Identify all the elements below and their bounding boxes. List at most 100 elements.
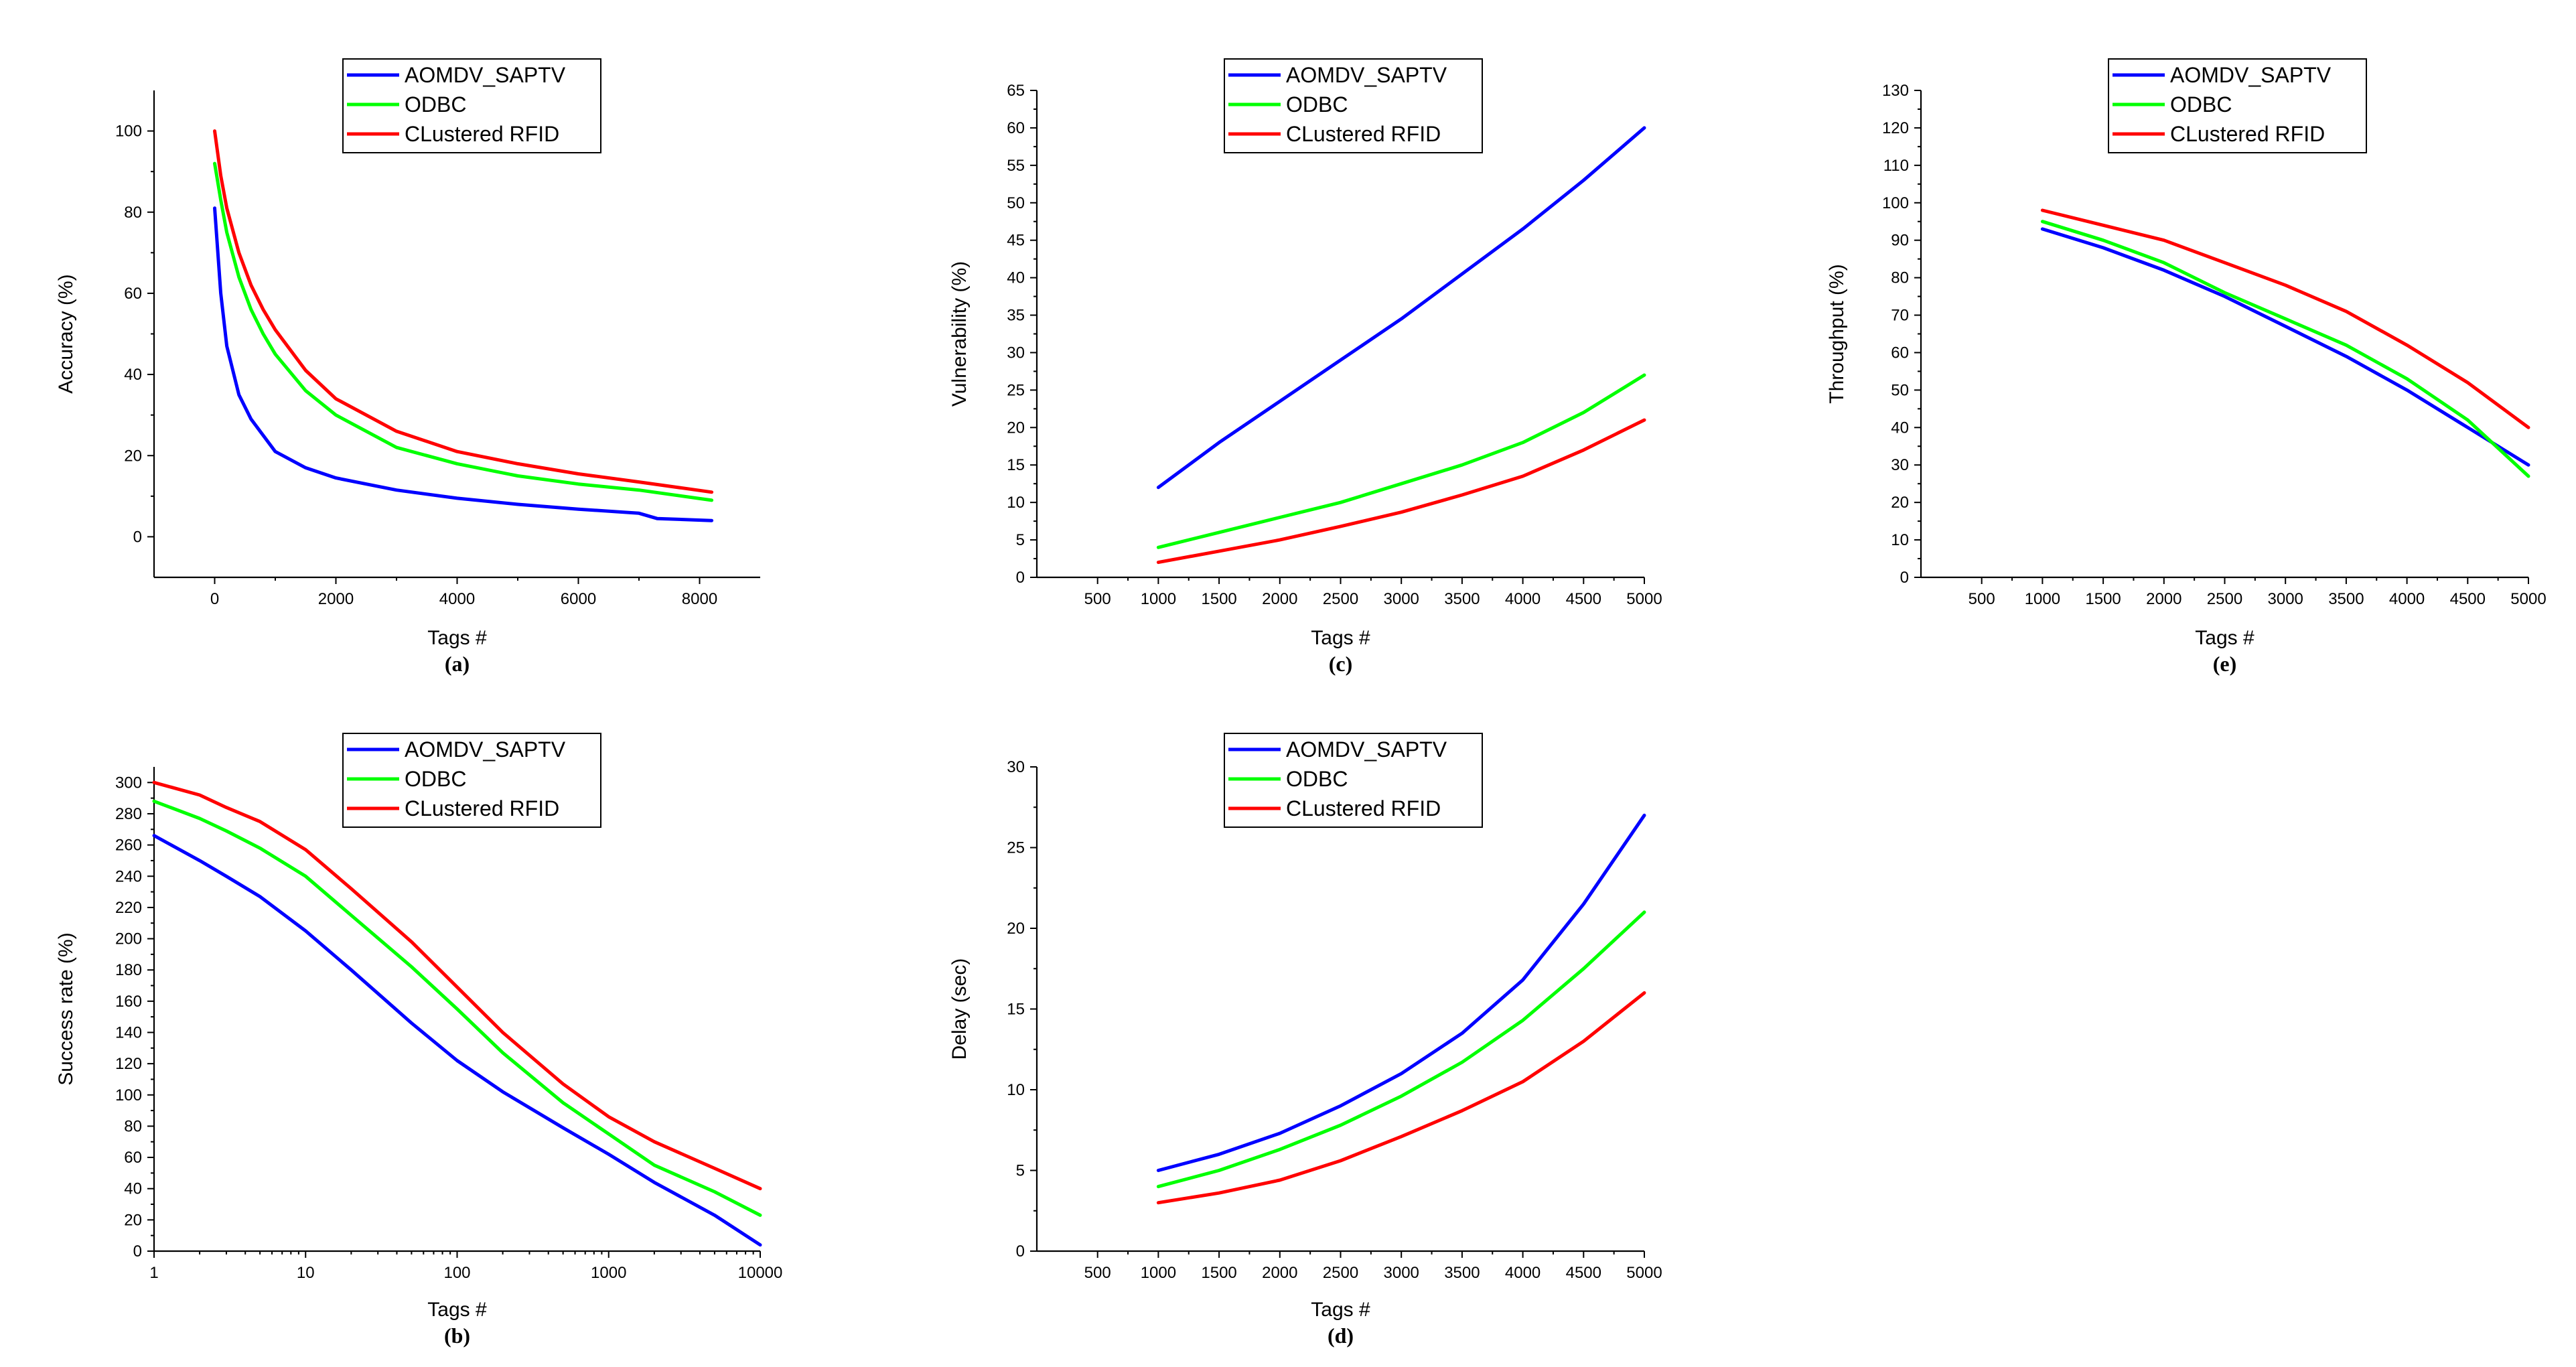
y-tick-label: 35 — [1007, 307, 1025, 325]
legend-label: ODBC — [405, 767, 466, 791]
y-tick-label: 10 — [1007, 494, 1025, 512]
legend-label: CLustered RFID — [405, 796, 559, 820]
panel-caption: (c) — [1329, 652, 1353, 676]
y-tick-label: 110 — [1883, 157, 1909, 175]
series-line-odbc — [1156, 373, 1646, 549]
series-line-clustered-rfid — [1156, 418, 1646, 565]
x-tick-label: 2500 — [2207, 590, 2242, 608]
legend: AOMDV_SAPTV ODBC CLustered RFID — [342, 58, 601, 153]
x-tick-label: 2000 — [2146, 590, 2181, 608]
legend-label: ODBC — [1286, 767, 1348, 791]
series-line-aomdv-saptv — [1156, 126, 1646, 490]
panel-caption: (b) — [444, 1323, 470, 1348]
x-tick-label: 100 — [443, 1264, 470, 1282]
legend-label: AOMDV_SAPTV — [405, 63, 566, 87]
legend: AOMDV_SAPTV ODBC CLustered RFID — [2108, 58, 2367, 153]
y-axis-title: Success rate (%) — [55, 932, 77, 1085]
y-tick-label: 60 — [1007, 119, 1025, 137]
y-tick-label: 80 — [124, 204, 142, 222]
y-tick-label: 5 — [1016, 531, 1025, 549]
chart-panel-e: 500 1000 1500 2000 2500 3000 3500 4000 4500 5000 0… — [1826, 58, 2547, 676]
y-tick-label: 30 — [1891, 456, 1909, 474]
y-tick-label: 15 — [1007, 1001, 1025, 1019]
y-tick-label: 30 — [1007, 758, 1025, 776]
y-tick-label: 40 — [124, 1180, 142, 1198]
x-tick-label: 3000 — [1384, 1264, 1419, 1282]
y-tick-label: 40 — [1007, 269, 1025, 287]
x-tick-label: 5000 — [2510, 590, 2546, 608]
x-tick-label: 5000 — [1626, 1264, 1662, 1282]
legend-label: ODBC — [2170, 92, 2232, 117]
series-line-clustered-rfid — [2040, 208, 2530, 429]
x-tick-label: 4500 — [1566, 1264, 1601, 1282]
y-tick-label: 240 — [115, 867, 142, 885]
y-tick-label: 120 — [1882, 119, 1909, 137]
y-tick-label: 0 — [1016, 569, 1025, 587]
x-tick-label: 2000 — [318, 590, 354, 608]
x-tick-label: 8000 — [682, 590, 717, 608]
y-tick-label: 180 — [115, 961, 142, 979]
x-tick-label: 4500 — [2450, 590, 2486, 608]
y-tick-label: 40 — [1891, 419, 1909, 437]
x-tick-label: 1000 — [1141, 1264, 1176, 1282]
x-tick-label: 1500 — [1201, 590, 1236, 608]
y-tick-label: 130 — [1882, 82, 1909, 100]
x-tick-label: 6000 — [561, 590, 596, 608]
series-line-clustered-rfid — [213, 129, 714, 494]
chart-panel-a: 0 2000 4000 6000 8000 0 20 40 60 80 100 Tags # Accur… — [55, 58, 760, 676]
series-line-aomdv-saptv — [152, 834, 762, 1247]
y-tick-label: 220 — [115, 899, 142, 917]
legend-label: ODBC — [405, 92, 466, 117]
y-tick-label: 300 — [115, 774, 142, 792]
x-tick-label: 3000 — [1384, 590, 1419, 608]
x-tick-label: 1500 — [2085, 590, 2121, 608]
x-tick-label: 2500 — [1323, 590, 1358, 608]
y-tick-label: 80 — [1891, 269, 1909, 287]
y-tick-label: 45 — [1007, 232, 1025, 250]
y-tick-label: 60 — [1891, 344, 1909, 362]
y-tick-label: 100 — [1882, 194, 1909, 212]
y-tick-label: 20 — [124, 447, 142, 465]
x-axis-title: Tags # — [2195, 627, 2255, 649]
series-line-odbc — [2040, 220, 2530, 478]
series-line-odbc — [213, 161, 714, 502]
y-tick-label: 25 — [1007, 381, 1025, 399]
x-tick-label: 10000 — [738, 1264, 783, 1282]
y-tick-label: 120 — [115, 1055, 142, 1073]
x-tick-label: 3500 — [1444, 1264, 1480, 1282]
x-tick-label: 2500 — [1323, 1264, 1358, 1282]
x-axis-title: Tags # — [427, 1299, 487, 1321]
panel-caption: (e) — [2213, 652, 2237, 676]
x-tick-label: 0 — [210, 590, 219, 608]
panel-caption: (d) — [1328, 1323, 1354, 1348]
legend-label: CLustered RFID — [1286, 122, 1441, 146]
y-tick-label: 5 — [1016, 1162, 1025, 1180]
legend-label: AOMDV_SAPTV — [405, 737, 566, 762]
x-tick-label: 3500 — [1444, 590, 1480, 608]
y-tick-label: 25 — [1007, 839, 1025, 857]
x-tick-label: 4500 — [1566, 590, 1601, 608]
y-axis-title: Accuracy (%) — [55, 274, 77, 393]
x-axis-title: Tags # — [1311, 1299, 1370, 1321]
legend: AOMDV_SAPTV ODBC CLustered RFID — [1224, 733, 1483, 828]
x-tick-label: 3500 — [2328, 590, 2364, 608]
y-tick-label: 20 — [1007, 419, 1025, 437]
y-tick-label: 70 — [1891, 307, 1909, 325]
y-axis-title: Delay (sec) — [948, 958, 971, 1060]
series-line-clustered-rfid — [152, 780, 762, 1191]
x-axis-title: Tags # — [427, 627, 487, 649]
y-tick-label: 20 — [124, 1211, 142, 1229]
x-tick-label: 2000 — [1262, 1264, 1297, 1282]
x-axis-title: Tags # — [1311, 627, 1370, 649]
y-tick-label: 50 — [1891, 381, 1909, 399]
y-tick-label: 65 — [1007, 82, 1025, 100]
y-tick-label: 260 — [115, 837, 142, 855]
legend-label: CLustered RFID — [405, 122, 559, 146]
x-tick-label: 1 — [149, 1264, 158, 1282]
panel-caption: (a) — [445, 652, 470, 676]
y-tick-label: 60 — [124, 285, 142, 303]
legend-label: AOMDV_SAPTV — [2170, 63, 2332, 87]
legend-label: ODBC — [1286, 92, 1348, 117]
y-tick-label: 60 — [124, 1149, 142, 1167]
